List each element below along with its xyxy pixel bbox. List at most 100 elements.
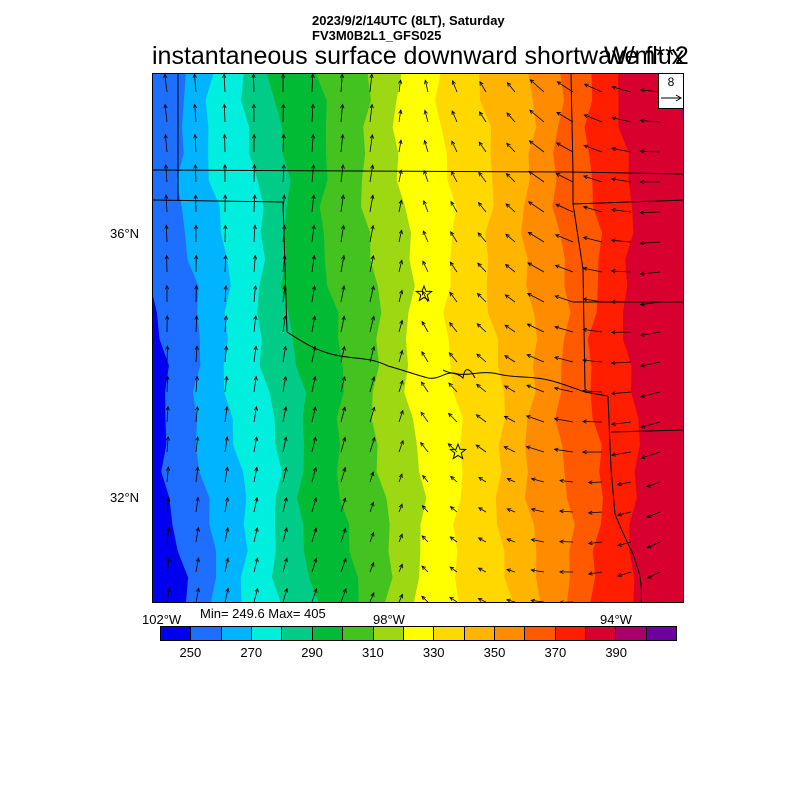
wind-arrow bbox=[420, 441, 429, 453]
wind-arrow bbox=[449, 566, 458, 573]
wind-arrow bbox=[340, 557, 347, 573]
colorbar-segment bbox=[525, 627, 556, 640]
wind-arrow bbox=[610, 391, 632, 396]
border-line bbox=[442, 369, 476, 380]
wind-arrow bbox=[340, 163, 345, 183]
wind-arrow bbox=[526, 384, 545, 393]
wind-arrow bbox=[194, 345, 199, 363]
wind-arrow bbox=[195, 557, 200, 573]
wind-arrow bbox=[629, 601, 631, 602]
wind-arrow bbox=[506, 508, 516, 513]
colorbar-segment bbox=[373, 627, 404, 640]
wind-arrow bbox=[528, 140, 545, 153]
date-line: 2023/9/2/14UTC (8LT), Saturday bbox=[312, 13, 505, 28]
wind-arrow bbox=[369, 561, 375, 573]
wind-arrow bbox=[504, 294, 516, 303]
lat-label-36n: 36°N bbox=[110, 226, 140, 241]
wind-arrow bbox=[610, 177, 632, 183]
wind-arrow bbox=[281, 133, 286, 153]
wind-arrow bbox=[251, 74, 256, 93]
wind-arrow bbox=[421, 350, 429, 363]
wind-arrow bbox=[639, 240, 661, 246]
colorbar-segment bbox=[282, 627, 313, 640]
wind-arrow bbox=[477, 537, 487, 543]
wind-arrow bbox=[582, 236, 603, 243]
wind-arrow bbox=[281, 103, 286, 123]
wind-arrow bbox=[369, 345, 376, 363]
colorbar-segment bbox=[464, 627, 495, 640]
wind-arrow bbox=[281, 74, 286, 93]
wind-arrow bbox=[478, 171, 487, 183]
wind-arrow bbox=[165, 375, 170, 393]
wind-arrow bbox=[503, 446, 516, 453]
wind-arrow bbox=[194, 375, 200, 393]
wind-arrow bbox=[591, 601, 602, 602]
wind-arrow bbox=[340, 194, 345, 213]
wind-arrow bbox=[282, 587, 289, 602]
wind-arrow bbox=[449, 261, 458, 273]
wind-arrow bbox=[646, 481, 661, 488]
wind-arrow bbox=[646, 511, 661, 518]
wind-arrow bbox=[554, 295, 574, 303]
wind-arrow bbox=[477, 598, 487, 602]
reference-arrow-icon bbox=[661, 94, 682, 102]
wind-arrow bbox=[506, 478, 516, 483]
wind-arrow bbox=[311, 194, 316, 213]
wind-arrow bbox=[581, 450, 603, 455]
map-title: instantaneous surface downward shortwave… bbox=[152, 42, 685, 70]
wind-arrow bbox=[311, 587, 318, 602]
wind-arrow bbox=[526, 354, 545, 363]
wind-arrow bbox=[398, 439, 404, 453]
wind-arrow bbox=[340, 436, 347, 453]
wind-arrow bbox=[659, 601, 660, 602]
wind-arrow bbox=[369, 74, 374, 93]
wind-arrow bbox=[639, 88, 661, 93]
wind-arrow bbox=[478, 111, 487, 123]
wind-arrow bbox=[166, 557, 171, 573]
wind-arrow bbox=[530, 598, 545, 602]
wind-arrow bbox=[282, 375, 288, 393]
wind-arrow bbox=[421, 320, 429, 333]
border-line bbox=[572, 199, 683, 205]
colorbar bbox=[160, 626, 677, 641]
wind-arrow bbox=[253, 527, 259, 543]
wind-arrow bbox=[451, 140, 458, 153]
wind-arrow bbox=[611, 85, 632, 93]
wind-arrow bbox=[311, 466, 317, 483]
wind-arrow bbox=[253, 436, 259, 453]
wind-arrow bbox=[639, 361, 661, 368]
wind-arrow bbox=[310, 133, 316, 153]
wind-arrow bbox=[282, 405, 288, 423]
wind-arrow bbox=[311, 163, 316, 183]
wind-arrow bbox=[163, 133, 168, 153]
wind-arrow bbox=[559, 478, 574, 484]
wind-arrow bbox=[369, 164, 375, 183]
wind-arrow bbox=[553, 447, 574, 453]
wind-arrow bbox=[252, 224, 257, 243]
wind-arrow bbox=[398, 79, 403, 93]
wind-arrow bbox=[448, 382, 458, 393]
wind-arrow bbox=[253, 315, 258, 333]
wind-arrow bbox=[639, 149, 661, 154]
wind-arrow bbox=[616, 511, 632, 517]
wind-arrow bbox=[639, 301, 661, 307]
wind-arrow bbox=[165, 405, 170, 423]
wind-arrow bbox=[398, 319, 404, 333]
wind-arrow bbox=[554, 234, 574, 243]
colorbar-segment bbox=[586, 627, 617, 640]
wind-arrow bbox=[583, 175, 603, 183]
wind-arrow bbox=[369, 501, 375, 513]
wind-arrow bbox=[610, 238, 632, 243]
wind-arrow bbox=[398, 199, 403, 213]
wind-arrow bbox=[583, 144, 603, 153]
wind-arrow bbox=[640, 451, 661, 460]
lon-label-94w: 94°W bbox=[600, 612, 632, 627]
wind-arrow bbox=[447, 412, 458, 423]
wind-arrow bbox=[369, 285, 375, 303]
wind-arrow bbox=[421, 535, 429, 543]
wind-arrow bbox=[163, 103, 168, 123]
wind-arrow bbox=[282, 466, 288, 483]
wind-arrow bbox=[527, 262, 545, 273]
wind-arrow bbox=[610, 269, 632, 274]
wind-arrow bbox=[450, 170, 458, 183]
